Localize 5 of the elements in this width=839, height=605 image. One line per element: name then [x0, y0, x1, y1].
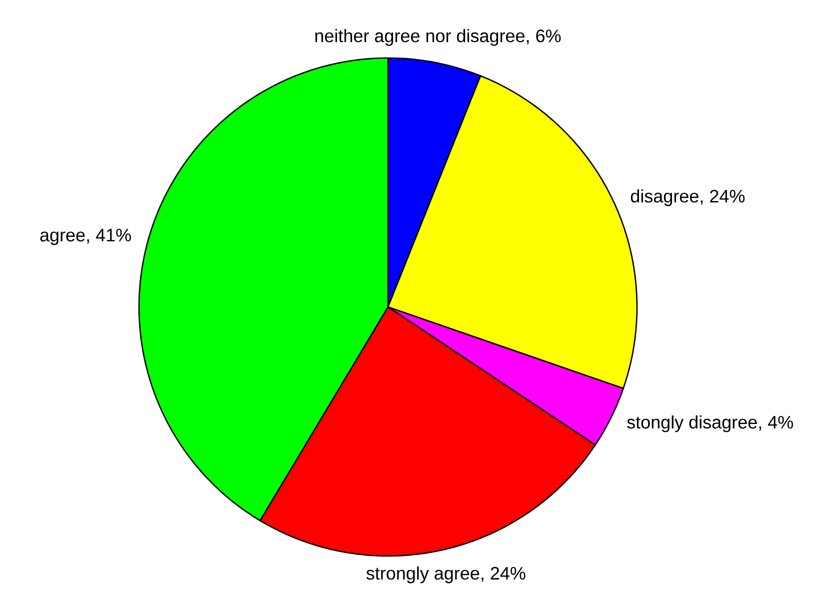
slice-label: strongly agree, 24%: [366, 566, 526, 584]
slice-label: agree, 41%: [40, 228, 131, 246]
slice-label: disagree, 24%: [630, 189, 745, 206]
slice-label: neither agree nor disagree, 6%: [315, 29, 561, 46]
slice-label: stongly disagree, 4%: [627, 415, 794, 432]
